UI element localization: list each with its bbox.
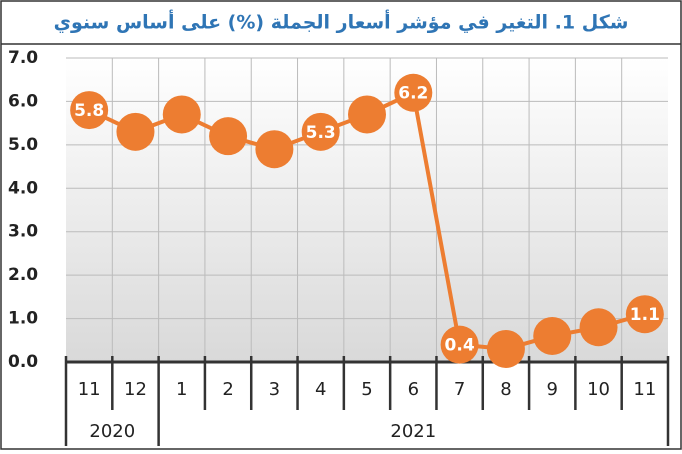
y-tick-label: 1.0 <box>8 309 38 329</box>
x-tick-label: 8 <box>500 379 511 400</box>
x-tick-label: 11 <box>78 379 101 400</box>
marker <box>162 95 201 134</box>
marker <box>394 73 433 112</box>
group-label: 2021 <box>390 421 436 442</box>
y-tick-label: 7.0 <box>8 48 38 68</box>
x-tick-label: 9 <box>547 379 558 400</box>
marker <box>116 112 155 151</box>
x-tick-label: 2 <box>222 379 233 400</box>
marker <box>579 308 618 347</box>
marker <box>209 117 248 156</box>
data-label: 5.8 <box>74 101 104 121</box>
y-tick-label: 4.0 <box>8 178 38 198</box>
x-tick-label: 1 <box>176 379 187 400</box>
marker <box>70 91 109 130</box>
x-tick-label: 3 <box>269 379 280 400</box>
data-label: 6.2 <box>398 84 428 104</box>
marker <box>440 325 479 364</box>
data-label: 0.4 <box>445 336 475 356</box>
chart-title: شكل 1. التغير في مؤشر أسعار الجملة (%) ع… <box>54 10 629 35</box>
x-tick-label: 7 <box>454 379 465 400</box>
x-tick-label: 6 <box>408 379 419 400</box>
x-tick-label: 4 <box>315 379 326 400</box>
data-label: 1.1 <box>630 305 660 325</box>
marker <box>533 316 572 355</box>
x-tick-label: 5 <box>361 379 372 400</box>
x-tick-label: 12 <box>124 379 147 400</box>
marker <box>348 95 386 134</box>
y-tick-label: 6.0 <box>8 91 38 111</box>
group-label: 2020 <box>89 421 135 442</box>
x-tick-label: 10 <box>587 379 610 400</box>
y-tick-label: 3.0 <box>8 222 38 242</box>
y-tick-label: 0.0 <box>8 352 38 372</box>
marker <box>625 295 664 334</box>
marker <box>486 329 525 368</box>
y-tick-label: 2.0 <box>8 265 38 285</box>
x-tick-label: 11 <box>633 379 656 400</box>
marker <box>255 130 294 169</box>
data-label: 5.3 <box>306 123 336 143</box>
marker <box>301 112 340 151</box>
y-tick-label: 5.0 <box>8 135 38 155</box>
